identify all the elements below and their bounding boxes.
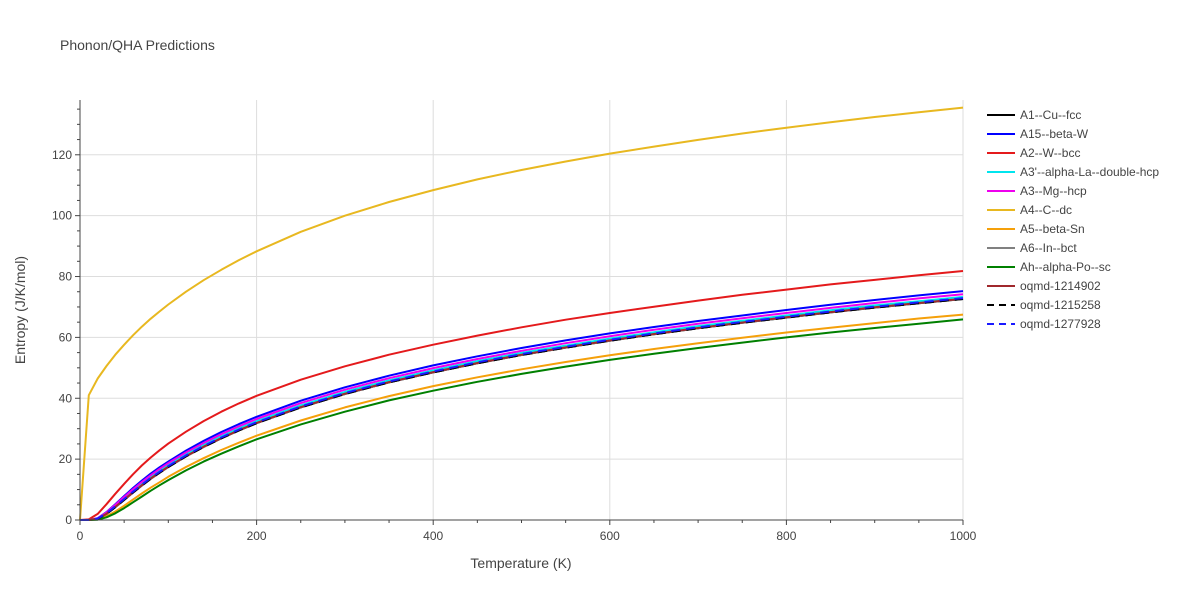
series-line-9 — [80, 318, 964, 521]
y-tick-label: 60 — [59, 330, 73, 344]
x-tick-label: 0 — [77, 529, 84, 543]
legend-label: A1--Cu--fcc — [1020, 108, 1081, 122]
legend-label: oqmd-1277928 — [1020, 317, 1101, 331]
axes — [75, 100, 964, 525]
y-tick-label: 20 — [59, 452, 73, 466]
series-line-5 — [80, 293, 964, 521]
y-tick-label: 0 — [65, 513, 72, 527]
x-tick-label: 1000 — [950, 529, 977, 543]
x-tick-label: 600 — [600, 529, 620, 543]
series-line-4 — [80, 295, 964, 521]
series-line-6 — [79, 106, 964, 521]
y-tick-label: 80 — [59, 270, 73, 284]
series-lines — [79, 106, 964, 521]
x-axis-title: Temperature (K) — [470, 555, 571, 571]
tick-labels: 0 200 400 600 800 1000 0 20 40 60 80 100 120 — [52, 148, 977, 543]
legend-label: Ah--alpha-Po--sc — [1020, 260, 1111, 274]
series-line-12 — [80, 297, 964, 521]
legend-label: A2--W--bcc — [1020, 146, 1080, 160]
y-axis-title: Entropy (J/K/mol) — [12, 256, 28, 364]
legend: A1--Cu--fcc A15--beta-W A2--W--bcc A3'--alp… — [987, 108, 1159, 331]
x-tick-label: 400 — [423, 529, 443, 543]
legend-label: A6--In--bct — [1020, 241, 1077, 255]
legend-label: A15--beta-W — [1020, 127, 1089, 141]
legend-label: A3--Mg--hcp — [1020, 184, 1087, 198]
series-line-7 — [80, 313, 964, 521]
legend-label: A5--beta-Sn — [1020, 222, 1085, 236]
series-line-2 — [80, 290, 964, 521]
chart-title: Phonon/QHA Predictions — [60, 37, 215, 53]
y-tick-label: 120 — [52, 148, 72, 162]
x-tick-label: 800 — [776, 529, 796, 543]
gridlines — [80, 100, 964, 520]
legend-label: A4--C--dc — [1020, 203, 1072, 217]
legend-label: oqmd-1214902 — [1020, 279, 1101, 293]
legend-label: oqmd-1215258 — [1020, 298, 1101, 312]
series-line-3 — [79, 270, 964, 521]
y-tick-label: 100 — [52, 209, 72, 223]
legend-label: A3'--alpha-La--double-hcp — [1020, 165, 1159, 179]
y-tick-label: 40 — [59, 391, 73, 405]
x-tick-label: 200 — [247, 529, 267, 543]
